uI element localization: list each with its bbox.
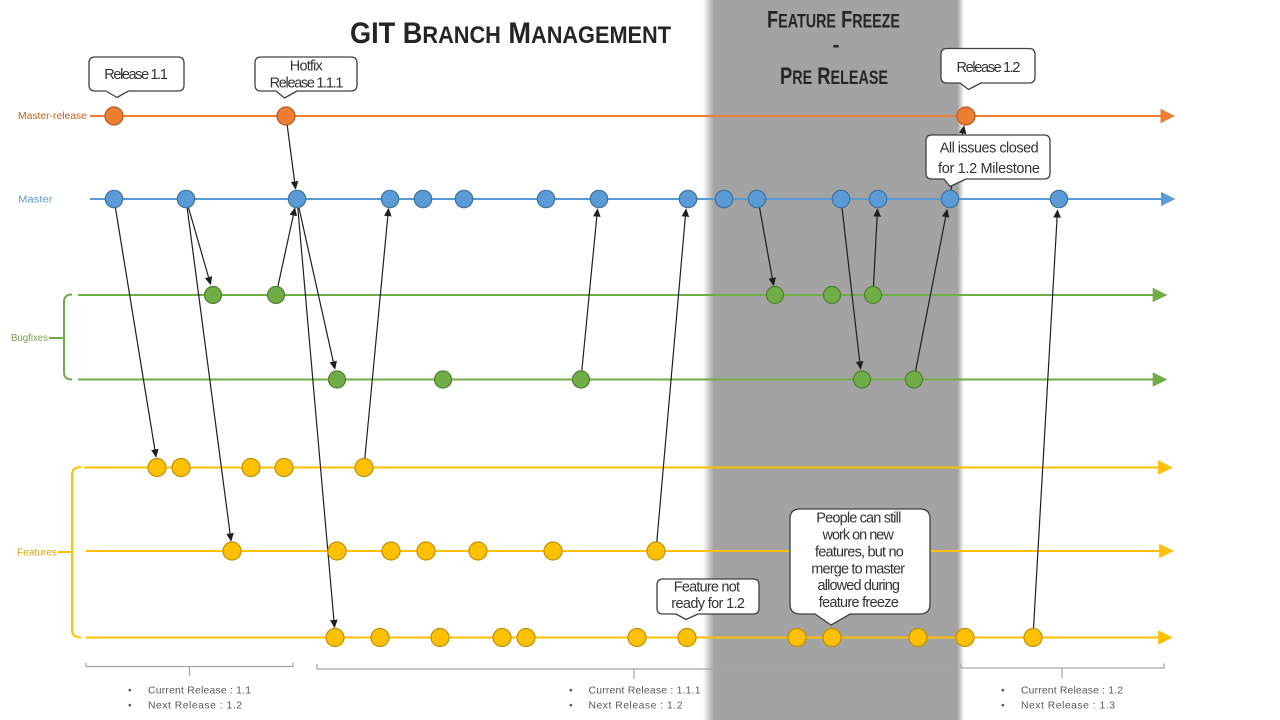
svg-text:Current Release : 1.1: Current Release : 1.1 bbox=[148, 686, 251, 697]
svg-text:Master: Master bbox=[18, 195, 53, 206]
svg-text:Next Release : 1.2: Next Release : 1.2 bbox=[148, 700, 242, 711]
svg-text:Master-release: Master-release bbox=[18, 111, 87, 122]
svg-text:Hotfix: Hotfix bbox=[290, 59, 324, 75]
svg-text:ready for 1.2: ready for 1.2 bbox=[671, 596, 745, 612]
svg-text:merge to master: merge to master bbox=[811, 561, 905, 577]
svg-text:Current Release : 1.2: Current Release : 1.2 bbox=[1021, 686, 1123, 697]
svg-text:PRE RELEASE: PRE RELEASE bbox=[780, 63, 888, 90]
svg-text:•: • bbox=[1001, 700, 1005, 711]
svg-text:•: • bbox=[128, 686, 132, 697]
svg-text:•: • bbox=[128, 700, 132, 711]
svg-text:feature freeze: feature freeze bbox=[819, 595, 899, 611]
svg-text:Next Release : 1.2: Next Release : 1.2 bbox=[589, 700, 683, 711]
svg-text:Bugfixes: Bugfixes bbox=[11, 333, 48, 344]
svg-text:Release 1.1.1: Release 1.1.1 bbox=[270, 76, 344, 92]
svg-text:Current Release : 1.1.1: Current Release : 1.1.1 bbox=[589, 686, 701, 697]
svg-text:for 1.2 Milestone: for 1.2 Milestone bbox=[938, 161, 1040, 177]
svg-text:Next Release : 1.3: Next Release : 1.3 bbox=[1021, 700, 1115, 711]
svg-text:•: • bbox=[569, 686, 573, 697]
svg-text:work on new: work on new bbox=[822, 528, 895, 544]
svg-text:People can still: People can still bbox=[816, 511, 901, 527]
svg-text:•: • bbox=[1001, 686, 1005, 697]
svg-text:FEATURE FREEZE: FEATURE FREEZE bbox=[767, 7, 900, 34]
svg-text:Feature not: Feature not bbox=[674, 580, 740, 596]
svg-text:All issues closed: All issues closed bbox=[940, 141, 1039, 157]
svg-text:GIT BRANCH MANAGEMENT: GIT BRANCH MANAGEMENT bbox=[350, 17, 671, 50]
svg-text:Features: Features bbox=[17, 548, 57, 559]
svg-text:•: • bbox=[569, 700, 573, 711]
svg-text:features, but no: features, but no bbox=[815, 544, 904, 560]
svg-text:-: - bbox=[833, 34, 840, 57]
svg-text:allowed during: allowed during bbox=[818, 578, 901, 594]
svg-text:Release 1.2: Release 1.2 bbox=[957, 60, 1021, 76]
svg-text:Release 1.1: Release 1.1 bbox=[104, 67, 168, 83]
